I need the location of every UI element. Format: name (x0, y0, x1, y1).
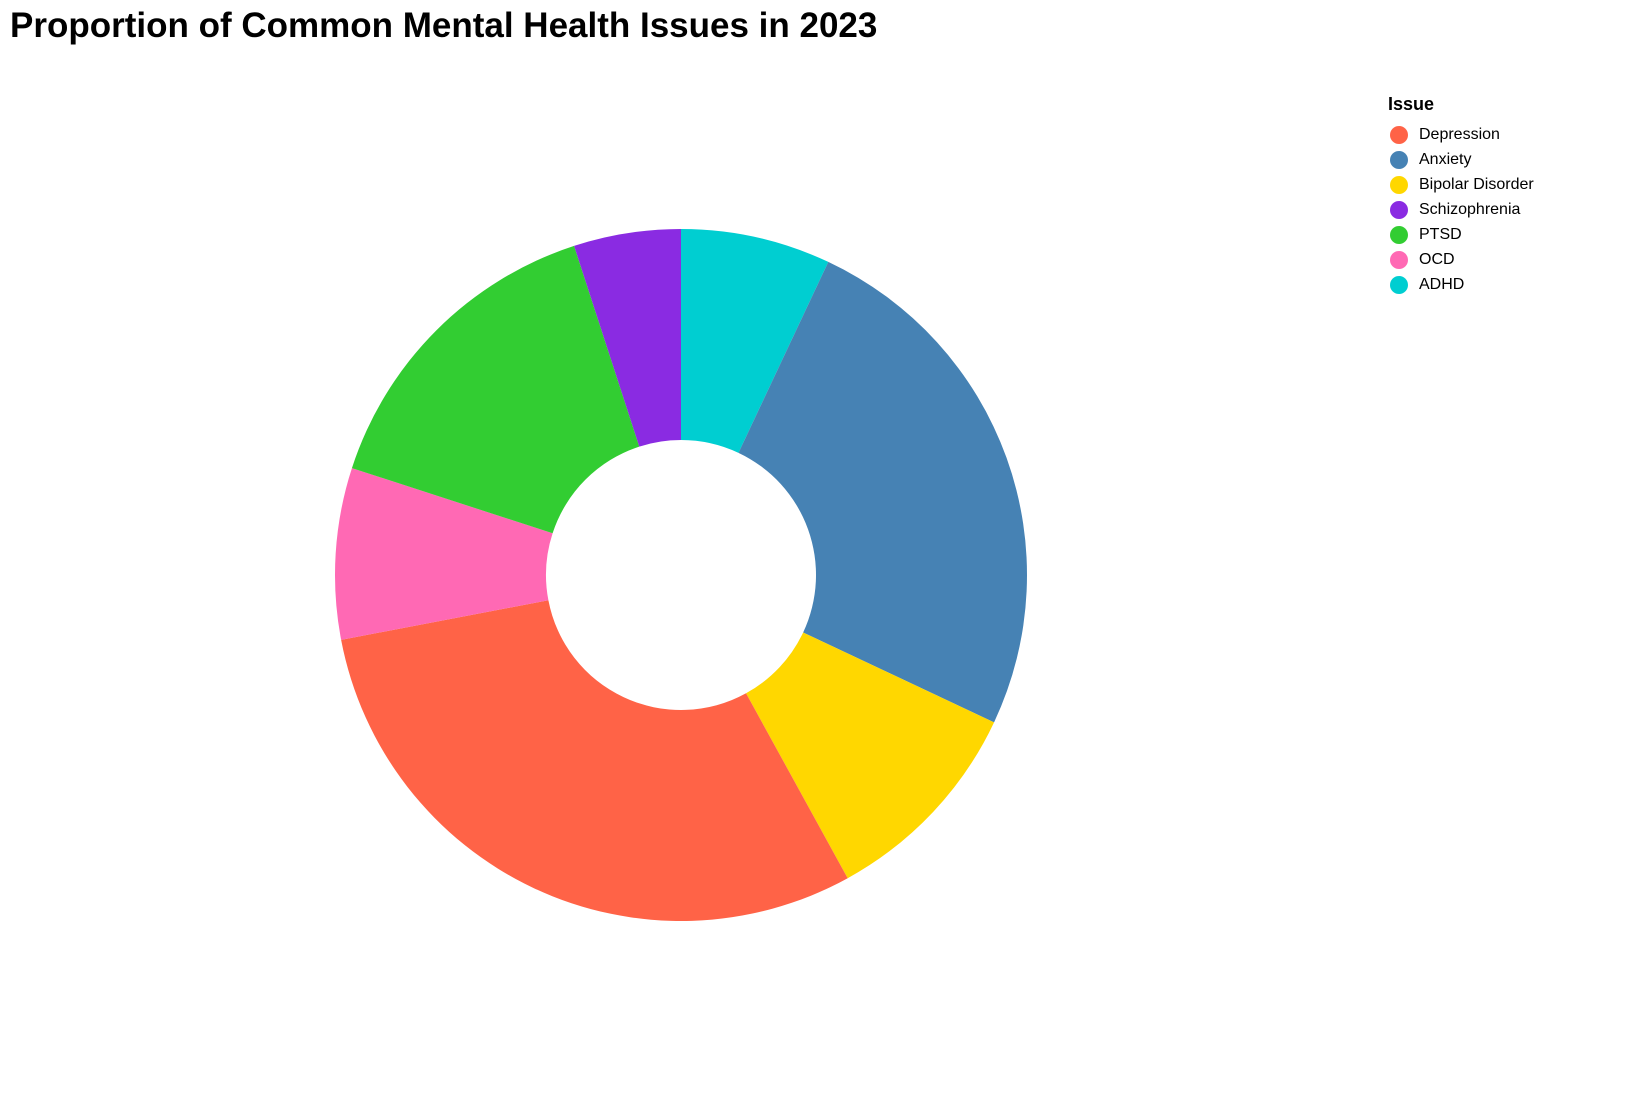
legend-swatch (1390, 225, 1408, 244)
legend-label: OCD (1419, 250, 1455, 268)
slice-depression[interactable] (341, 600, 848, 921)
legend: Issue Depression Anxiety Bipolar Disorder S… (1388, 94, 1534, 297)
slice-bipolar-disorder[interactable] (746, 632, 995, 879)
legend-label: PTSD (1419, 225, 1462, 243)
slice-schizophrenia[interactable] (574, 229, 681, 447)
chart-title: Proportion of Common Mental Health Issue… (10, 6, 878, 45)
legend-label: Anxiety (1419, 150, 1472, 168)
legend-label: Depression (1419, 125, 1500, 143)
legend-swatch (1390, 125, 1408, 144)
slice-adhd[interactable] (681, 229, 829, 453)
legend-item-schizophrenia[interactable]: Schizophrenia (1388, 197, 1534, 222)
legend-item-adhd[interactable]: ADHD (1388, 272, 1534, 297)
legend-item-bipolar-disorder[interactable]: Bipolar Disorder (1388, 172, 1534, 197)
legend-swatch (1390, 200, 1408, 219)
donut-slices (334, 229, 1027, 921)
legend-title: Issue (1388, 94, 1435, 114)
legend-label: Schizophrenia (1419, 200, 1521, 218)
legend-item-anxiety[interactable]: Anxiety (1388, 147, 1534, 172)
slice-ptsd[interactable] (351, 245, 640, 534)
legend-label: Bipolar Disorder (1419, 175, 1534, 193)
slice-anxiety[interactable] (738, 261, 1027, 723)
legend-swatch (1390, 250, 1408, 269)
legend-item-depression[interactable]: Depression (1388, 122, 1534, 147)
legend-label: ADHD (1419, 275, 1465, 293)
legend-swatch (1390, 150, 1408, 169)
legend-item-ptsd[interactable]: PTSD (1388, 222, 1534, 247)
slice-ocd[interactable] (334, 468, 553, 640)
legend-swatch (1390, 275, 1408, 294)
legend-swatch (1390, 175, 1408, 194)
legend-item-ocd[interactable]: OCD (1388, 247, 1534, 272)
legend-items: Depression Anxiety Bipolar Disorder Schizop… (1388, 122, 1534, 297)
